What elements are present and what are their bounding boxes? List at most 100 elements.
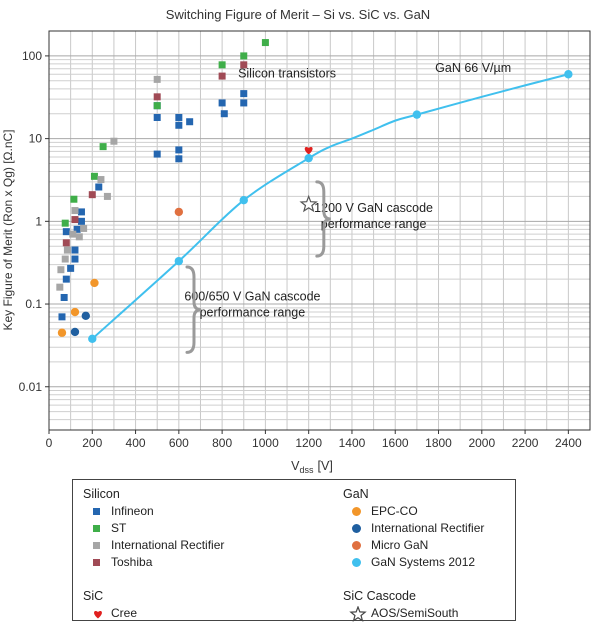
point-silicon-international-rectifier <box>110 137 118 145</box>
x-axis-label-subscript: dss <box>300 465 315 475</box>
legend-item-label: GaN Systems 2012 <box>371 555 476 569</box>
x-tick-label: 1600 <box>382 436 409 450</box>
legend-marker-square <box>93 542 100 549</box>
point-silicon-toshiba <box>240 61 248 69</box>
point-silicon-international-rectifier <box>63 246 71 254</box>
legend-marker-svg <box>349 605 367 622</box>
point-gan-epc-co <box>90 278 99 288</box>
point-gan-gan-systems-2012 <box>304 153 313 163</box>
legend-group-title: Silicon <box>83 487 120 501</box>
legend-item-label: ST <box>111 521 127 535</box>
legend-group-title: GaN <box>343 487 369 501</box>
legend-marker-circle <box>352 507 361 516</box>
legend-item-label: EPC-CO <box>371 504 418 518</box>
annotation-label: 600/650 V GaN cascode performance range <box>184 290 320 320</box>
y-axis-label: Key Figure of Merit (Ron x Qg) [Ω.nC] <box>1 129 15 330</box>
point-silicon-infineon <box>60 293 68 301</box>
annotation-label: 1200 V GaN cascode performance range <box>314 201 433 231</box>
point-silicon-toshiba <box>88 191 96 199</box>
x-tick-label: 1000 <box>252 436 279 450</box>
legend-marker-glyph <box>349 605 367 622</box>
legend-marker-star <box>349 605 367 622</box>
point-silicon-infineon <box>220 110 228 118</box>
annotation-line: 1200 V GaN cascode <box>314 201 433 215</box>
legend-group-title: SiC <box>83 589 104 603</box>
point-gan-gan-systems-2012 <box>412 110 422 119</box>
legend-item: Toshiba <box>83 554 224 571</box>
point-gan-international-rectifier <box>70 327 80 337</box>
legend-group-title: SiC Cascode <box>343 589 416 603</box>
y-tick-label: 10 <box>29 132 43 146</box>
legend-item-label: Toshiba <box>111 555 153 569</box>
x-tick-label: 2400 <box>555 436 582 450</box>
annotation-label: GaN 66 V/µm <box>435 61 511 75</box>
point-silicon-infineon <box>175 155 183 163</box>
point-silicon-st <box>218 61 226 69</box>
point-silicon-international-rectifier <box>61 255 69 263</box>
legend-item: Infineon <box>83 503 224 520</box>
point-gan-gan-systems-2012 <box>174 256 184 266</box>
point-silicon-infineon <box>73 225 81 233</box>
point-sic-cree <box>304 146 313 155</box>
legend-group: Silicon Infineon ST International Rectifier… <box>83 486 224 571</box>
point-silicon-st <box>70 195 78 203</box>
legend-item: Cree <box>83 605 137 622</box>
x-tick-label: 600 <box>169 436 189 450</box>
point-silicon-international-rectifier <box>103 192 111 200</box>
legend-item: International Rectifier <box>343 520 484 537</box>
point-silicon-st <box>261 39 269 47</box>
point-silicon-infineon <box>240 90 248 98</box>
y-tick-label: 1 <box>35 214 42 228</box>
point-gan-epc-co <box>57 328 67 337</box>
range-brace <box>315 180 331 258</box>
legend-group: SiC Cascode AOS/SemiSouth <box>343 588 458 622</box>
point-gan-gan-systems-2012 <box>88 334 97 343</box>
point-gan-micro-gan <box>174 207 184 217</box>
legend-marker-circle <box>352 524 361 533</box>
x-tick-label: 1200 <box>295 436 322 450</box>
legend-item-label: Micro GaN <box>371 538 429 552</box>
point-silicon-st <box>99 143 107 151</box>
legend-item: AOS/SemiSouth <box>343 605 458 622</box>
chart-title: Switching Figure of Merit – Si vs. SiC v… <box>166 7 430 22</box>
legend-item: GaN Systems 2012 <box>343 554 484 571</box>
y-tick-label: 0.01 <box>19 380 43 394</box>
legend: Silicon Infineon ST International Rectifier… <box>72 479 516 622</box>
legend-item-label: International Rectifier <box>371 521 485 535</box>
point-silicon-infineon <box>218 99 226 107</box>
x-axis-label-unit: [V] <box>318 459 333 473</box>
point-silicon-toshiba <box>218 72 226 80</box>
legend-marker-svg <box>94 610 102 618</box>
point-silicon-international-rectifier <box>71 207 79 215</box>
point-silicon-infineon <box>77 217 85 225</box>
point-silicon-international-rectifier <box>57 266 65 274</box>
plot-frame <box>48 30 591 431</box>
legend-group: SiC Cree <box>83 588 137 622</box>
legend-marker-circle <box>352 541 361 550</box>
legend-item-label: AOS/SemiSouth <box>371 606 459 620</box>
annotation-line: 600/650 V GaN cascode <box>184 290 320 304</box>
point-gan-epc-co <box>70 307 80 317</box>
legend-item-label: Cree <box>111 606 138 620</box>
legend-marker-circle <box>352 558 361 567</box>
point-silicon-infineon <box>62 275 70 283</box>
point-silicon-infineon <box>186 118 194 126</box>
grid-layer <box>49 31 590 430</box>
point-silicon-infineon <box>71 246 79 254</box>
point-silicon-toshiba <box>71 216 79 224</box>
point-gan-gan-systems-2012 <box>239 196 248 205</box>
series-line-layer <box>91 73 569 340</box>
point-silicon-international-rectifier <box>75 233 83 241</box>
x-tick-label: 200 <box>82 436 102 450</box>
x-tick-label: 1800 <box>425 436 452 450</box>
x-tick-label: 2200 <box>512 436 539 450</box>
x-tick-label: 0 <box>46 436 53 450</box>
point-silicon-toshiba <box>62 239 70 247</box>
legend-marker-heart <box>89 606 107 622</box>
point-silicon-st <box>240 52 248 60</box>
point-silicon-infineon <box>67 264 75 272</box>
legend-marker-square <box>93 508 100 515</box>
point-silicon-st <box>153 102 161 110</box>
point-silicon-st <box>90 172 98 180</box>
